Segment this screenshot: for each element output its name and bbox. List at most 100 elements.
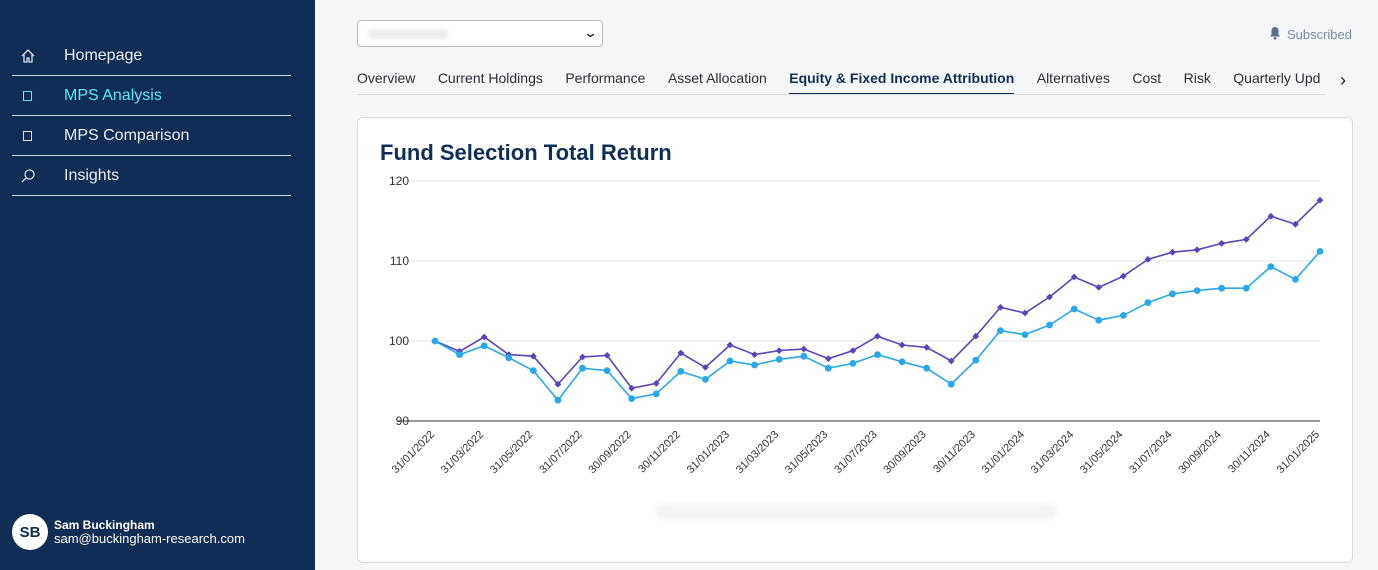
data-point bbox=[603, 352, 611, 359]
data-point bbox=[824, 355, 832, 362]
data-point bbox=[898, 358, 906, 366]
x-tick-label: 31/05/2024 bbox=[1078, 429, 1125, 476]
data-point bbox=[800, 352, 808, 360]
data-point bbox=[652, 390, 660, 398]
data-point bbox=[652, 380, 660, 387]
data-point bbox=[1267, 263, 1275, 270]
tab-cost[interactable]: Cost bbox=[1132, 70, 1162, 86]
x-tick-label: 31/05/2022 bbox=[488, 429, 535, 476]
chart-legend bbox=[656, 504, 1056, 518]
data-point bbox=[898, 341, 906, 349]
y-tick-label: 120 bbox=[389, 174, 409, 188]
data-point bbox=[1169, 290, 1176, 298]
data-point bbox=[751, 361, 758, 369]
data-point bbox=[456, 351, 463, 358]
tab-quarterly-update[interactable]: Quarterly Upd bbox=[1233, 70, 1321, 86]
x-tick-label: 31/05/2023 bbox=[783, 429, 830, 476]
tab-equity-fixed-income-attribution[interactable]: Equity & Fixed Income Attribution bbox=[789, 64, 1015, 94]
series-line-2 bbox=[434, 250, 1321, 402]
data-point bbox=[1242, 284, 1250, 292]
chart-title: Fund Selection Total Return bbox=[380, 140, 672, 165]
data-point bbox=[1021, 331, 1029, 338]
sidebar-item-mps-analysis[interactable]: MPS Analysis bbox=[12, 76, 291, 116]
data-point bbox=[751, 351, 758, 358]
tab-overview[interactable]: Overview bbox=[357, 70, 416, 86]
x-tick-label: 31/07/2024 bbox=[1127, 429, 1174, 476]
x-tick-label: 30/09/2024 bbox=[1176, 429, 1223, 476]
x-tick-label: 31/03/2022 bbox=[439, 429, 486, 476]
user-email: sam@buckingham-research.com bbox=[54, 530, 245, 546]
data-point bbox=[677, 349, 685, 357]
x-tick-label: 31/01/2025 bbox=[1275, 429, 1322, 476]
data-point bbox=[529, 367, 537, 374]
data-point bbox=[1119, 312, 1127, 319]
x-tick-label: 31/01/2022 bbox=[390, 429, 437, 476]
data-point bbox=[702, 364, 709, 371]
data-point bbox=[849, 360, 857, 367]
series-line-1 bbox=[434, 199, 1321, 390]
x-tick-label: 30/11/2023 bbox=[931, 429, 978, 476]
data-point bbox=[628, 395, 636, 402]
data-point bbox=[579, 364, 586, 372]
data-point bbox=[874, 332, 881, 340]
data-point bbox=[1218, 240, 1226, 247]
x-tick-label: 30/09/2023 bbox=[881, 429, 928, 476]
avatar: SB bbox=[12, 514, 48, 550]
tab-asset-allocation[interactable]: Asset Allocation bbox=[667, 70, 767, 86]
data-point bbox=[1316, 196, 1324, 204]
x-tick-label: 31/07/2022 bbox=[537, 429, 584, 476]
sidebar-item-label: MPS Analysis bbox=[64, 86, 162, 104]
data-point bbox=[554, 396, 562, 404]
tab-bar: Overview Current Holdings Performance As… bbox=[357, 64, 1325, 95]
user-profile[interactable]: SB Sam Buckingham sam@buckingham-researc… bbox=[12, 514, 245, 550]
data-point bbox=[849, 347, 857, 354]
y-tick-label: 90 bbox=[396, 414, 410, 428]
x-tick-label: 30/11/2022 bbox=[636, 429, 683, 476]
data-point bbox=[874, 351, 881, 358]
data-point bbox=[923, 344, 931, 351]
x-tick-label: 30/09/2022 bbox=[586, 429, 633, 476]
y-tick-label: 110 bbox=[390, 254, 409, 268]
data-point bbox=[579, 353, 586, 361]
square-icon bbox=[12, 90, 64, 101]
data-point bbox=[1193, 287, 1201, 294]
sidebar-item-label: Insights bbox=[64, 166, 120, 184]
tab-risk[interactable]: Risk bbox=[1183, 70, 1211, 86]
sidebar-item-label: Homepage bbox=[64, 46, 143, 64]
subscribed-toggle[interactable]: Subscribed bbox=[1269, 26, 1352, 43]
chevron-down-icon: ⌄ bbox=[582, 25, 599, 40]
data-point bbox=[972, 356, 980, 364]
subscribed-label: Subscribed bbox=[1286, 27, 1352, 42]
x-tick-label: 31/07/2023 bbox=[832, 429, 879, 476]
main-content: ⌄ Subscribed Overview Current Holdings P… bbox=[315, 0, 1378, 570]
data-point bbox=[997, 327, 1004, 334]
data-point bbox=[1095, 316, 1103, 324]
data-point bbox=[1169, 248, 1176, 256]
data-point bbox=[480, 342, 488, 350]
bell-icon bbox=[1269, 26, 1281, 43]
data-point bbox=[1144, 299, 1152, 306]
data-point bbox=[923, 364, 931, 372]
chevron-right-icon[interactable]: › bbox=[1340, 70, 1346, 90]
chart-card: Fund Selection Total Return 90 100 110 120 3… bbox=[357, 117, 1353, 563]
x-tick-label: 31/01/2024 bbox=[980, 429, 1027, 476]
data-point bbox=[554, 380, 562, 388]
tab-performance[interactable]: Performance bbox=[565, 70, 646, 86]
data-point bbox=[1193, 246, 1201, 254]
square-icon bbox=[12, 130, 64, 141]
data-point bbox=[702, 376, 709, 383]
select-value bbox=[368, 30, 448, 39]
sidebar-item-insights[interactable]: Insights bbox=[12, 156, 291, 196]
y-tick-label: 100 bbox=[389, 334, 409, 348]
data-point bbox=[1070, 305, 1078, 313]
sidebar-item-mps-comparison[interactable]: MPS Comparison bbox=[12, 116, 291, 156]
tab-current-holdings[interactable]: Current Holdings bbox=[437, 70, 543, 86]
data-point bbox=[505, 354, 513, 362]
sidebar-item-homepage[interactable]: Homepage bbox=[12, 36, 291, 76]
home-icon bbox=[12, 48, 64, 64]
data-point bbox=[480, 333, 488, 341]
portfolio-select[interactable]: ⌄ bbox=[357, 20, 603, 47]
data-point bbox=[1218, 284, 1226, 292]
tab-alternatives[interactable]: Alternatives bbox=[1036, 70, 1110, 86]
data-point bbox=[1046, 321, 1053, 329]
